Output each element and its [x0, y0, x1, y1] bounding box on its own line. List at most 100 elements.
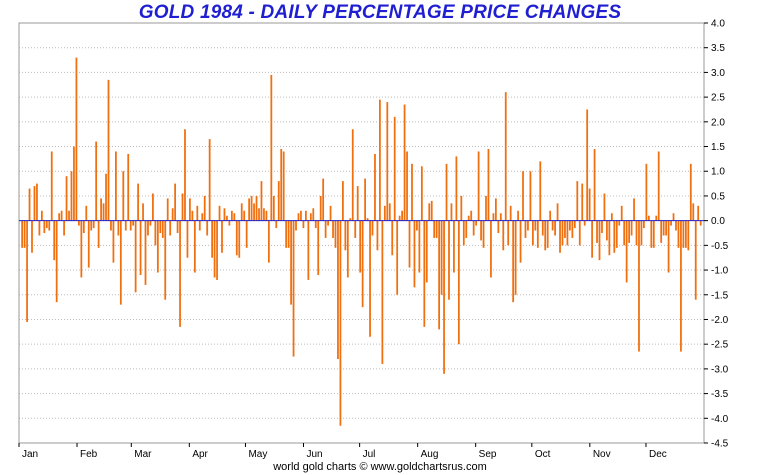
bar	[514, 220, 517, 295]
bar	[327, 220, 329, 226]
bar	[359, 220, 362, 273]
y-tick-label: -3.0	[711, 364, 729, 375]
bar	[309, 213, 312, 221]
bar	[40, 210, 43, 221]
bar	[588, 188, 591, 221]
bar	[411, 163, 413, 221]
bar	[566, 220, 569, 246]
y-tick-label: -4.5	[711, 439, 729, 450]
bar	[477, 151, 480, 221]
bar	[349, 218, 352, 221]
bar	[596, 220, 598, 243]
bar	[507, 220, 510, 246]
bar	[443, 220, 445, 374]
bar	[280, 149, 283, 221]
bar	[554, 220, 556, 236]
bar	[342, 181, 344, 221]
bar	[36, 183, 38, 221]
bar	[216, 220, 218, 280]
bar	[561, 220, 564, 246]
bar	[383, 205, 386, 221]
x-tick-label: Apr	[192, 449, 208, 460]
bar	[366, 218, 369, 221]
bar	[322, 178, 325, 221]
x-tick-label: Jan	[22, 449, 38, 460]
bar	[670, 220, 672, 226]
bar	[33, 186, 36, 221]
bar	[593, 149, 596, 221]
bar	[546, 220, 549, 248]
bar	[423, 220, 426, 327]
bar	[692, 203, 695, 221]
bar	[53, 220, 56, 261]
bar	[184, 129, 186, 221]
bar	[386, 102, 389, 221]
y-tick-label: -3.5	[711, 389, 729, 400]
bar	[569, 220, 571, 231]
bar	[290, 220, 292, 305]
bar	[70, 171, 73, 221]
bar	[351, 129, 354, 221]
bar	[680, 220, 682, 352]
bar	[28, 188, 31, 221]
bar	[324, 220, 327, 238]
bar	[208, 139, 211, 221]
bar	[462, 220, 465, 246]
axes	[18, 22, 708, 447]
bar	[285, 220, 288, 248]
bar	[497, 220, 500, 233]
bar	[230, 210, 233, 221]
bar	[139, 220, 142, 275]
chart-title: GOLD 1984 - DAILY PERCENTAGE PRICE CHANG…	[138, 2, 622, 23]
bar	[460, 195, 463, 221]
bar	[176, 220, 179, 233]
bar	[344, 220, 347, 251]
bar	[179, 220, 181, 327]
bar	[181, 193, 184, 221]
bar	[551, 220, 554, 231]
bar	[677, 220, 680, 248]
bar	[455, 156, 458, 221]
bar	[117, 220, 120, 236]
y-tick-label: -1.0	[711, 266, 729, 277]
bar	[38, 220, 41, 236]
x-tick-label: Sep	[479, 449, 497, 460]
bar	[129, 220, 132, 231]
bar	[235, 220, 238, 256]
bar	[564, 220, 566, 238]
bar	[166, 198, 169, 221]
bar	[337, 220, 339, 359]
bar	[302, 220, 305, 229]
bar	[391, 220, 394, 256]
bar	[531, 220, 534, 246]
bar	[490, 220, 492, 278]
bar	[581, 183, 584, 221]
bar	[275, 220, 278, 229]
bar	[576, 181, 579, 221]
bar	[346, 220, 349, 278]
bar	[672, 213, 675, 221]
bar	[603, 193, 606, 221]
bar-series	[21, 57, 702, 426]
bar	[156, 220, 159, 273]
bar	[559, 220, 561, 253]
bar	[667, 220, 670, 273]
y-tick-label: 4.0	[711, 19, 725, 30]
x-tick-labels: Jan Feb Mar Apr May Jun Jul Aug Sep Oct Nov Dec	[22, 449, 667, 460]
bar	[297, 213, 300, 221]
y-tick-label: 3.0	[711, 68, 725, 79]
bar	[317, 220, 320, 275]
bar	[398, 215, 401, 221]
bar	[381, 220, 384, 364]
bar	[613, 220, 616, 253]
bar	[539, 161, 542, 221]
bar	[292, 220, 295, 357]
bar	[90, 220, 93, 231]
bar	[189, 198, 191, 221]
bar	[379, 99, 381, 221]
bar	[628, 220, 631, 243]
bar	[240, 203, 243, 221]
bar	[608, 220, 611, 256]
bar	[494, 198, 497, 221]
bar	[655, 215, 658, 221]
